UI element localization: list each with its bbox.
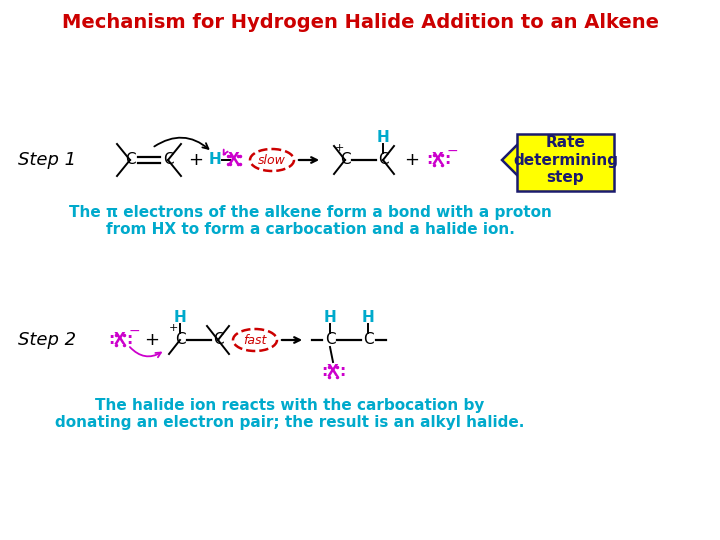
Text: +: +	[405, 151, 420, 169]
Text: Step 2: Step 2	[18, 331, 76, 349]
Text: Rate
determining
step: Rate determining step	[513, 135, 618, 185]
Polygon shape	[502, 142, 520, 178]
Text: The π electrons of the alkene form a bond with a proton
from HX to form a carboc: The π electrons of the alkene form a bon…	[68, 205, 552, 238]
Text: X: X	[228, 152, 240, 167]
Text: :: :	[126, 333, 132, 348]
Text: X: X	[432, 152, 444, 167]
Text: :: :	[444, 152, 450, 167]
Text: C: C	[340, 152, 351, 167]
Text: C: C	[325, 333, 336, 348]
Text: C: C	[125, 152, 135, 167]
Text: X: X	[327, 364, 339, 380]
Text: :: :	[321, 364, 327, 380]
Text: +: +	[189, 151, 204, 169]
FancyBboxPatch shape	[517, 134, 614, 191]
Text: H: H	[209, 152, 221, 167]
FancyArrowPatch shape	[154, 138, 208, 149]
Text: H: H	[377, 131, 390, 145]
Text: :: :	[339, 364, 345, 380]
Text: +: +	[334, 143, 343, 153]
Text: Step 1: Step 1	[18, 151, 76, 169]
Text: C: C	[163, 152, 174, 167]
Text: −: −	[446, 144, 458, 158]
Text: H: H	[174, 310, 186, 326]
Text: X: X	[114, 333, 126, 348]
Text: H: H	[361, 310, 374, 326]
Text: fast: fast	[243, 334, 266, 347]
Text: The halide ion reacts with the carbocation by
donating an electron pair; the res: The halide ion reacts with the carbocati…	[55, 398, 525, 430]
Text: :: :	[426, 152, 432, 167]
FancyArrowPatch shape	[130, 347, 161, 357]
Text: :: :	[108, 333, 114, 348]
Text: C: C	[175, 333, 185, 348]
Text: H: H	[323, 310, 336, 326]
Text: +: +	[145, 331, 160, 349]
Text: +: +	[168, 323, 178, 333]
Text: C: C	[378, 152, 388, 167]
Text: −: −	[128, 324, 140, 338]
Text: C: C	[363, 333, 373, 348]
Text: C: C	[212, 333, 223, 348]
Text: slow: slow	[258, 153, 286, 166]
FancyArrowPatch shape	[224, 150, 228, 154]
Text: Mechanism for Hydrogen Halide Addition to an Alkene: Mechanism for Hydrogen Halide Addition t…	[61, 12, 659, 31]
